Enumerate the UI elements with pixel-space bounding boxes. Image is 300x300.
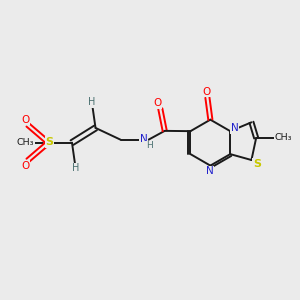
Text: CH₃: CH₃ bbox=[17, 138, 34, 147]
Text: N: N bbox=[206, 167, 214, 176]
Text: CH₃: CH₃ bbox=[274, 133, 292, 142]
Text: H: H bbox=[146, 141, 152, 150]
Text: O: O bbox=[153, 98, 161, 109]
Text: O: O bbox=[203, 87, 211, 97]
Text: H: H bbox=[72, 163, 80, 173]
Text: N: N bbox=[140, 134, 147, 143]
Text: S: S bbox=[253, 159, 261, 169]
Text: O: O bbox=[21, 160, 30, 171]
Text: S: S bbox=[46, 137, 54, 147]
Text: O: O bbox=[21, 115, 30, 125]
Text: H: H bbox=[88, 97, 95, 107]
Text: N: N bbox=[231, 123, 239, 133]
